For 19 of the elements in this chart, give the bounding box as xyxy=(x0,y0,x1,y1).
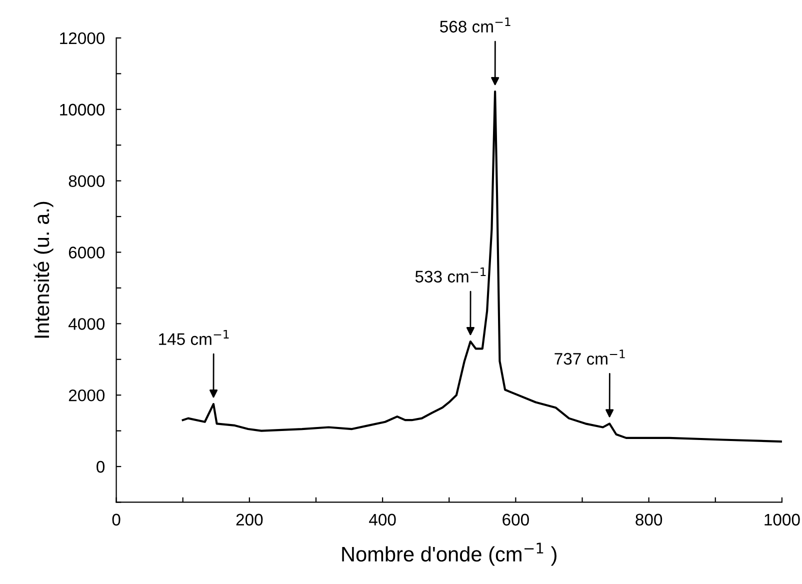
x-tick-label: 400 xyxy=(369,514,396,526)
annotation: 533 cm$^{−1}$ xyxy=(415,268,486,283)
x-tick-label: 1000 xyxy=(764,514,800,526)
x-tick-label: 600 xyxy=(502,514,529,526)
y-tick-label: 2000 xyxy=(68,390,105,402)
x-tick-label: 0 xyxy=(112,514,120,526)
annotation: 737 cm$^{−1}$ xyxy=(554,350,625,365)
annotation: 145 cm$^{−1}$ xyxy=(159,330,229,346)
annotation: 568 cm$^{−1}$ xyxy=(440,18,510,33)
y-tick-label: 4000 xyxy=(68,318,105,330)
x-tick-label: 200 xyxy=(236,514,263,526)
x-tick-label: 800 xyxy=(636,514,662,526)
y-tick-label: 6000 xyxy=(68,246,105,258)
y-axis-title: Intensité (u. a.) xyxy=(34,202,54,338)
x-axis-title: Nombre d'onde (cm$^{−1}$ ) xyxy=(342,542,556,566)
y-tick-label: 0 xyxy=(96,460,105,473)
y-tick-label: 12000 xyxy=(60,32,105,44)
y-tick-label: 8000 xyxy=(68,175,105,188)
y-tick-label: 10000 xyxy=(60,104,105,116)
